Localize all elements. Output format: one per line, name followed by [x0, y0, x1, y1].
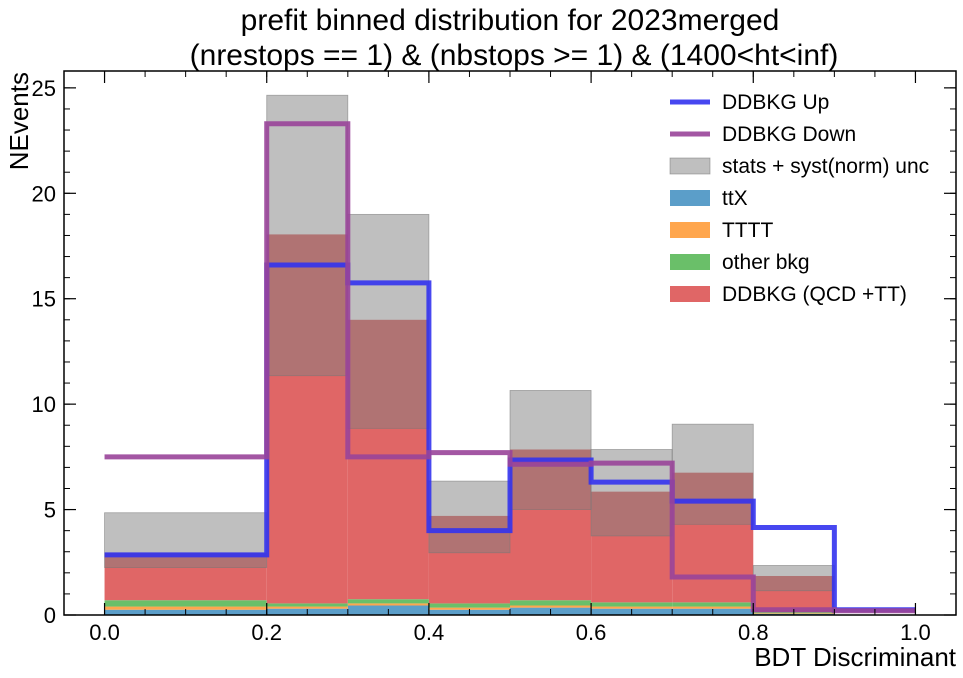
bar: [510, 600, 592, 606]
y-tick-label: 0: [44, 603, 56, 628]
x-tick-label: 0.6: [576, 620, 607, 645]
legend-label: TTTT: [722, 219, 773, 242]
bar: [347, 599, 429, 604]
uncertainty-bin: [428, 480, 511, 554]
bar: [672, 602, 754, 607]
y-axis-label: NEvents: [4, 72, 34, 170]
bar: [266, 606, 348, 609]
y-tick-label: 15: [32, 287, 56, 312]
axis-ticks: 0.0 0.2 0.4 0.6 0.8 1.0 0 5 10 15 20 25: [32, 70, 957, 645]
legend-entry: DDBKG Down: [670, 123, 856, 146]
legend-entry: ttX: [670, 187, 748, 210]
bar: [266, 603, 348, 607]
legend: DDBKG Up DDBKG Down stats + syst(norm) unc…: [669, 91, 929, 306]
legend-label: DDBKG (QCD +TT): [722, 283, 907, 306]
bar: [510, 605, 592, 608]
y-tick-label: 10: [32, 392, 56, 417]
legend-patch-swatch: [670, 190, 710, 206]
legend-label: stats + syst(norm) unc: [722, 155, 929, 178]
legend-label: ttX: [722, 187, 748, 210]
chart-title-line-1: prefit binned distribution for 2023merge…: [241, 4, 780, 37]
x-tick-label: 0.4: [414, 620, 445, 645]
uncertainty-bin: [671, 423, 754, 525]
uncertainty-bin: [266, 94, 349, 377]
legend-patch-swatch: [670, 286, 710, 302]
legend-entry: DDBKG Up: [670, 91, 829, 114]
uncertainty-band: [104, 94, 835, 592]
legend-label: DDBKG Up: [722, 91, 829, 114]
legend-patch-swatch: [670, 254, 710, 270]
legend-patch-swatch: [670, 222, 710, 238]
x-axis-label: BDT Discriminant: [754, 642, 957, 672]
bar: [104, 606, 267, 610]
x-tick-label: 0.0: [89, 620, 120, 645]
legend-label: DDBKG Down: [722, 123, 856, 146]
bar: [591, 602, 673, 607]
legend-band-swatch: [669, 157, 711, 175]
bar: [428, 607, 510, 610]
y-tick-label: 20: [32, 181, 56, 206]
bar: [672, 606, 754, 609]
uncertainty-bin: [104, 512, 268, 568]
step-line-ddbkg-down: [104, 121, 916, 614]
bar: [104, 600, 267, 607]
legend-entry: DDBKG (QCD +TT): [670, 283, 907, 306]
bar: [428, 603, 510, 608]
legend-label: other bkg: [722, 251, 810, 274]
uncertainty-bin: [509, 390, 592, 510]
chart-title-line-2: (nrestops == 1) & (nbstops >= 1) & (1400…: [190, 39, 839, 72]
bar: [347, 603, 429, 606]
x-tick-label: 0.8: [738, 620, 769, 645]
y-tick-label: 5: [44, 498, 56, 523]
bar: [591, 606, 673, 609]
plot-area: [104, 94, 916, 615]
uncertainty-bin: [347, 213, 430, 429]
step-line-ddbkg-up: [104, 262, 916, 613]
legend-entry: stats + syst(norm) unc: [669, 155, 929, 178]
x-tick-label: 1.0: [900, 620, 931, 645]
legend-entry: other bkg: [670, 251, 810, 274]
y-tick-label: 25: [32, 76, 56, 101]
legend-entry: TTTT: [670, 219, 773, 242]
uncertainty-bin: [752, 565, 835, 592]
x-tick-label: 0.2: [251, 620, 282, 645]
